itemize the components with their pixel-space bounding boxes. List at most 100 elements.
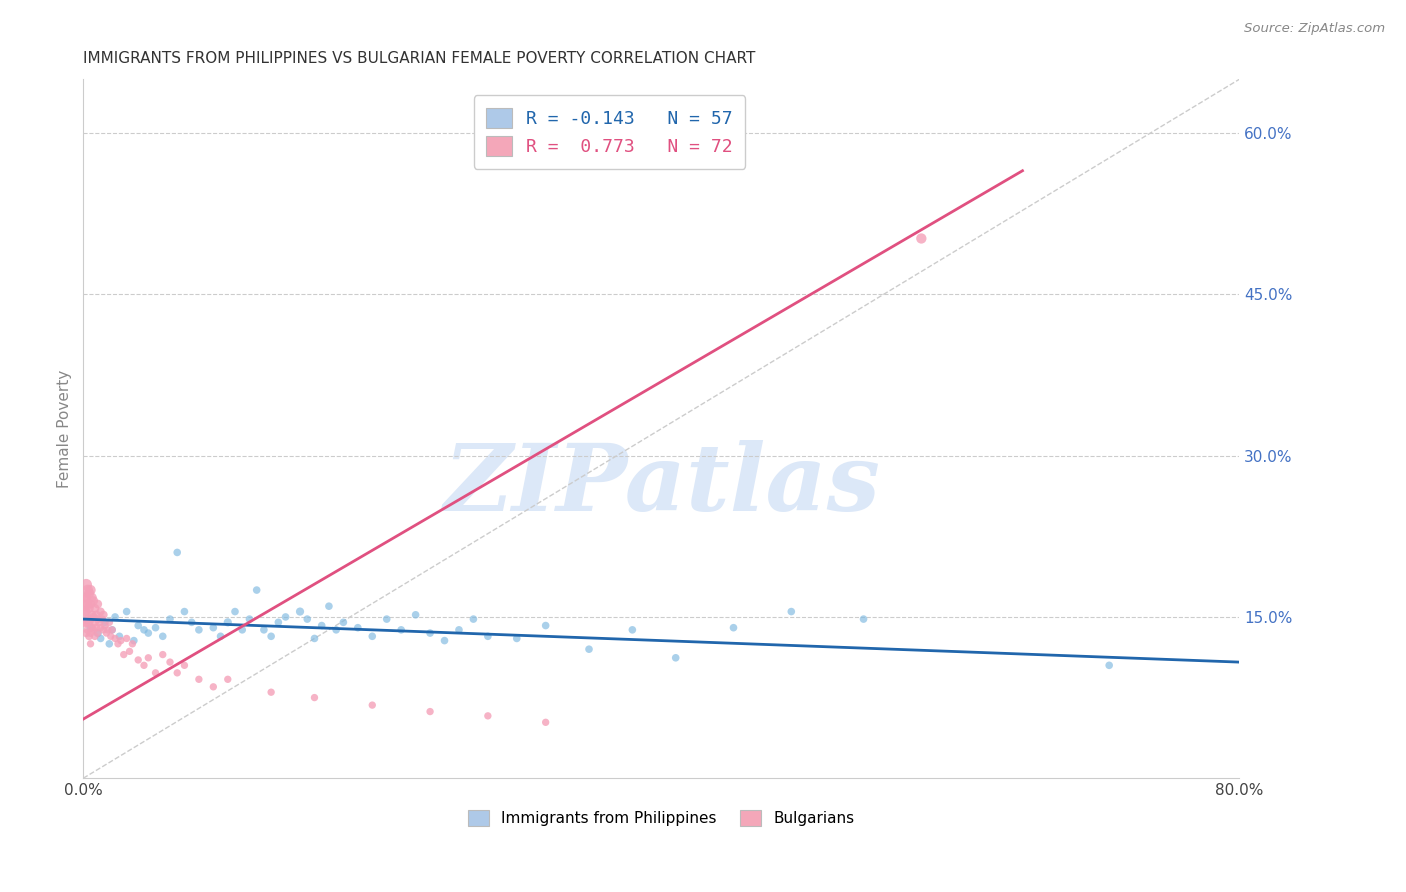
Point bbox=[910, 231, 932, 245]
Point bbox=[87, 626, 110, 640]
Point bbox=[463, 612, 485, 626]
Point bbox=[115, 632, 138, 646]
Point bbox=[325, 623, 347, 637]
Point bbox=[83, 601, 105, 615]
Point bbox=[79, 621, 101, 635]
Text: ZIPatlas: ZIPatlas bbox=[443, 440, 880, 530]
Point bbox=[83, 629, 105, 643]
Point bbox=[75, 615, 97, 630]
Point bbox=[76, 583, 98, 598]
Point bbox=[84, 607, 107, 622]
Point bbox=[110, 633, 132, 648]
Point bbox=[477, 629, 499, 643]
Point bbox=[87, 612, 110, 626]
Y-axis label: Female Poverty: Female Poverty bbox=[58, 369, 72, 488]
Point bbox=[104, 610, 127, 624]
Point bbox=[780, 605, 803, 619]
Point bbox=[238, 612, 260, 626]
Point bbox=[173, 605, 195, 619]
Legend: Immigrants from Philippines, Bulgarians: Immigrants from Philippines, Bulgarians bbox=[460, 802, 862, 833]
Point bbox=[90, 632, 112, 646]
Point bbox=[108, 629, 131, 643]
Point bbox=[77, 615, 100, 630]
Point bbox=[98, 615, 121, 630]
Point bbox=[166, 665, 188, 680]
Point bbox=[75, 591, 97, 605]
Point bbox=[122, 633, 145, 648]
Point bbox=[112, 648, 135, 662]
Point bbox=[79, 597, 101, 611]
Point bbox=[132, 658, 155, 673]
Point bbox=[79, 626, 101, 640]
Point bbox=[477, 709, 499, 723]
Point bbox=[389, 623, 412, 637]
Point bbox=[723, 621, 745, 635]
Point bbox=[79, 637, 101, 651]
Point bbox=[94, 615, 117, 630]
Point bbox=[101, 623, 124, 637]
Point bbox=[75, 605, 97, 619]
Point bbox=[311, 618, 333, 632]
Point bbox=[152, 629, 174, 643]
Point bbox=[91, 612, 114, 626]
Point bbox=[332, 615, 354, 630]
Point bbox=[107, 637, 129, 651]
Point bbox=[77, 586, 100, 600]
Point bbox=[447, 623, 470, 637]
Point bbox=[267, 615, 290, 630]
Point bbox=[73, 605, 96, 619]
Point bbox=[136, 626, 159, 640]
Point bbox=[82, 594, 104, 608]
Point bbox=[97, 623, 120, 637]
Point bbox=[118, 644, 141, 658]
Point bbox=[100, 629, 122, 643]
Point bbox=[159, 612, 181, 626]
Text: IMMIGRANTS FROM PHILIPPINES VS BULGARIAN FEMALE POVERTY CORRELATION CHART: IMMIGRANTS FROM PHILIPPINES VS BULGARIAN… bbox=[83, 51, 755, 66]
Point bbox=[166, 545, 188, 559]
Point bbox=[231, 623, 253, 637]
Point bbox=[318, 599, 340, 614]
Text: Source: ZipAtlas.com: Source: ZipAtlas.com bbox=[1244, 22, 1385, 36]
Point bbox=[73, 615, 96, 630]
Point bbox=[297, 612, 319, 626]
Point bbox=[852, 612, 875, 626]
Point bbox=[76, 623, 98, 637]
Point bbox=[621, 623, 644, 637]
Point bbox=[665, 650, 688, 665]
Point bbox=[80, 607, 103, 622]
Point bbox=[132, 623, 155, 637]
Point bbox=[76, 597, 98, 611]
Point bbox=[187, 673, 209, 687]
Point bbox=[274, 610, 297, 624]
Point bbox=[346, 621, 368, 635]
Point bbox=[87, 597, 110, 611]
Point bbox=[82, 623, 104, 637]
Point bbox=[93, 623, 115, 637]
Point bbox=[173, 658, 195, 673]
Point bbox=[180, 615, 202, 630]
Point bbox=[77, 629, 100, 643]
Point bbox=[87, 626, 110, 640]
Point bbox=[75, 626, 97, 640]
Point bbox=[578, 642, 600, 657]
Point bbox=[361, 698, 384, 712]
Point bbox=[419, 705, 441, 719]
Point bbox=[152, 648, 174, 662]
Point bbox=[84, 621, 107, 635]
Point bbox=[202, 621, 225, 635]
Point bbox=[83, 615, 105, 630]
Point bbox=[534, 715, 557, 730]
Point bbox=[127, 653, 149, 667]
Point bbox=[127, 618, 149, 632]
Point bbox=[121, 637, 143, 651]
Point bbox=[136, 650, 159, 665]
Point bbox=[405, 607, 427, 622]
Point bbox=[246, 583, 269, 598]
Point bbox=[104, 632, 127, 646]
Point bbox=[224, 605, 246, 619]
Point bbox=[101, 623, 124, 637]
Point bbox=[433, 633, 456, 648]
Point bbox=[115, 605, 138, 619]
Point bbox=[304, 690, 326, 705]
Point bbox=[93, 607, 115, 622]
